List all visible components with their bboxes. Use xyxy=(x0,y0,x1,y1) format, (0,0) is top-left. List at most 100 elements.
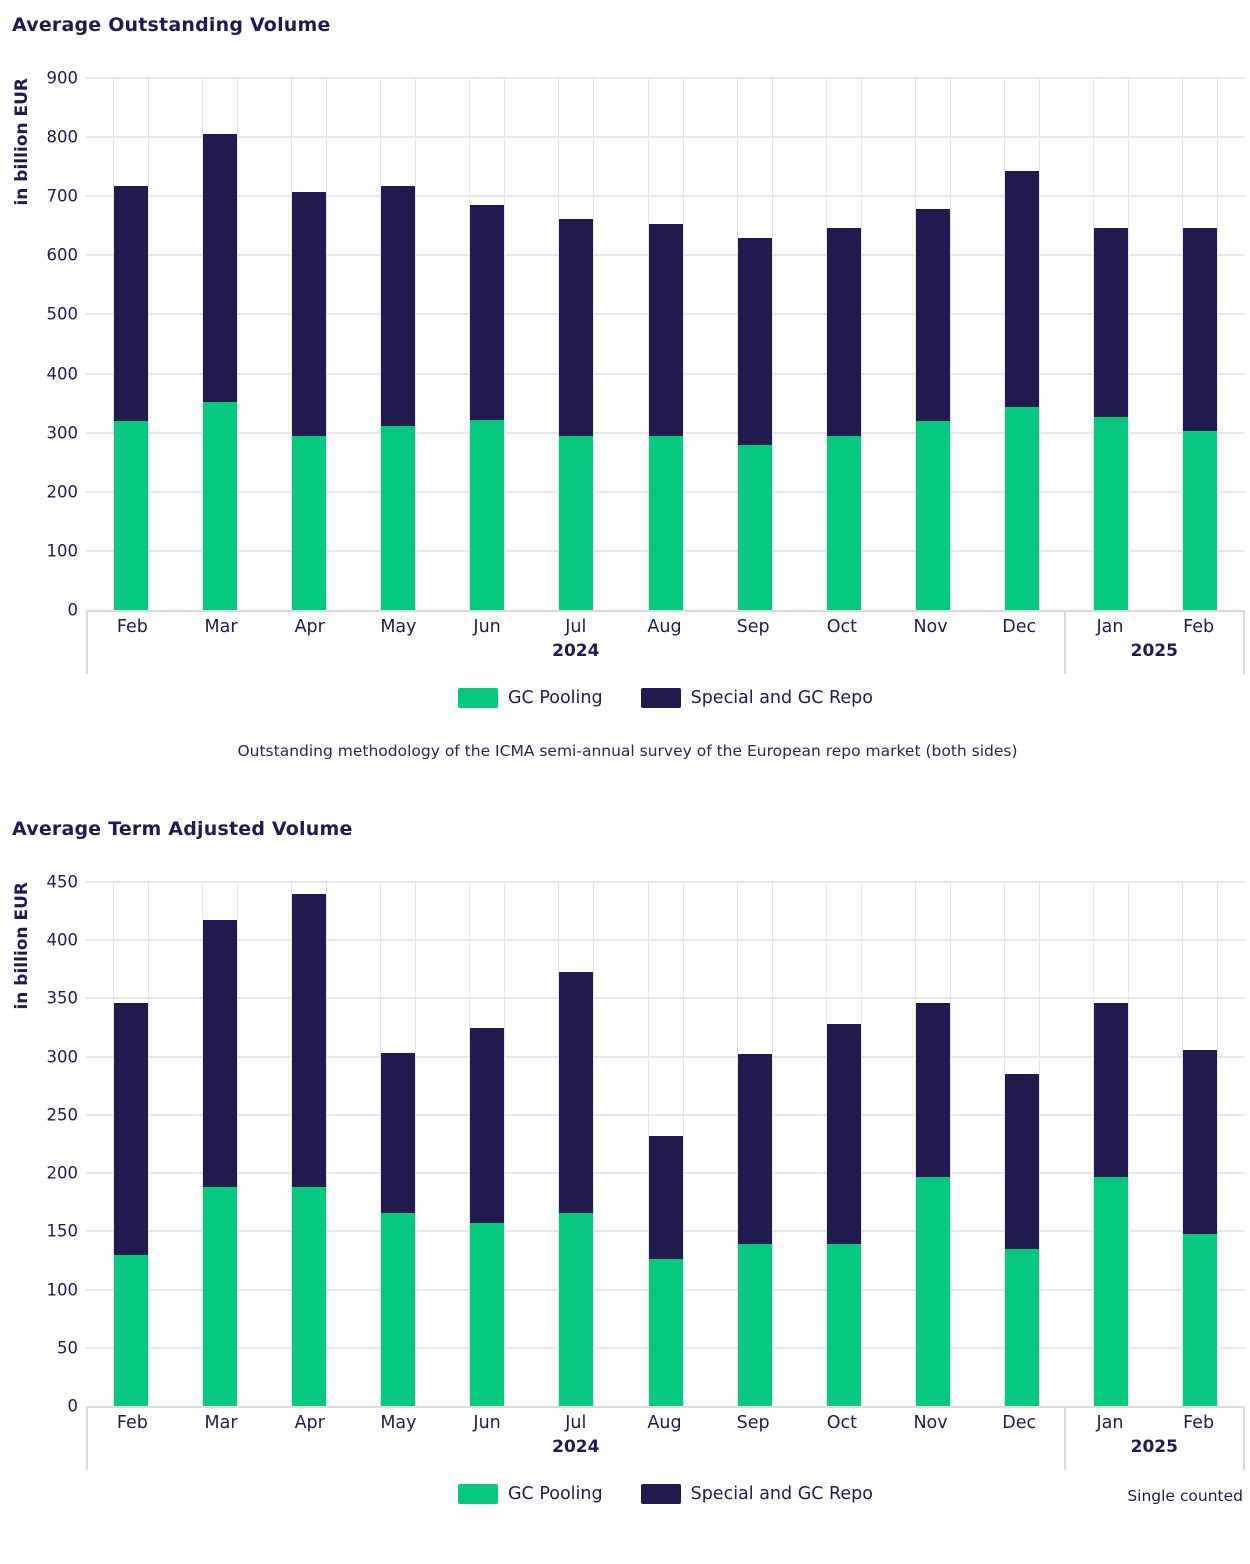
bar-segment-special-and-gc-repo xyxy=(113,1003,148,1255)
bar-column-dec-10 xyxy=(978,78,1067,610)
legend-swatch xyxy=(457,1484,498,1504)
stacked-bar xyxy=(202,882,237,1406)
gridline xyxy=(86,1055,1245,1058)
bar-column-sep-7 xyxy=(710,882,799,1406)
bar-segment-special-and-gc-repo xyxy=(1005,171,1040,408)
bar-segment-special-and-gc-repo xyxy=(381,1053,416,1213)
bar-segment-special-and-gc-repo xyxy=(470,1027,505,1224)
y-tick-label: 700 xyxy=(46,186,79,206)
y-tick-label: 300 xyxy=(46,423,79,443)
plot-area xyxy=(86,881,1245,1406)
stacked-bar xyxy=(1183,882,1218,1406)
plot-area xyxy=(86,77,1245,610)
bar-segment-gc-pooling xyxy=(113,1254,148,1406)
x-tick-label: Oct xyxy=(826,1413,857,1433)
bar-segment-gc-pooling xyxy=(381,1212,416,1406)
bar-column-nov-9 xyxy=(888,882,977,1406)
bars-container xyxy=(86,78,1245,610)
x-tick-label: Dec xyxy=(1002,617,1037,637)
bar-segment-gc-pooling xyxy=(737,445,772,610)
gridline xyxy=(86,881,1245,883)
bar-segment-gc-pooling xyxy=(470,1223,505,1406)
bar-column-feb-0 xyxy=(86,78,175,610)
stacked-bar xyxy=(202,78,237,610)
bar-column-sep-7 xyxy=(710,78,799,610)
bar-segment-special-and-gc-repo xyxy=(737,237,772,446)
legend-row: GC Pooling Special and GC Repo Single cou… xyxy=(10,1484,1245,1510)
year-label: 2025 xyxy=(1130,1437,1178,1457)
y-axis-label-column: in billion EUR xyxy=(10,78,40,610)
bar-segment-gc-pooling xyxy=(737,1244,772,1406)
outstanding-volume-chart: Average Outstanding Volume in billion EU… xyxy=(0,14,1250,760)
bar-segment-special-and-gc-repo xyxy=(202,920,237,1188)
chart-title: Average Outstanding Volume xyxy=(12,14,331,36)
bar-column-nov-9 xyxy=(888,78,977,610)
bar-segment-special-and-gc-repo xyxy=(291,191,326,436)
x-tick-label: Jun xyxy=(473,617,501,637)
bar-segment-special-and-gc-repo xyxy=(381,186,416,427)
bar-segment-gc-pooling xyxy=(648,436,683,610)
x-tick-label: Mar xyxy=(204,1413,238,1433)
year-group-2024: Feb Mar Apr May Jun Jul Aug Sep Oct Nov Dec 2024 xyxy=(86,1408,1064,1470)
stacked-bar xyxy=(737,78,772,610)
y-tick-label: 250 xyxy=(46,1105,79,1125)
bar-segment-gc-pooling xyxy=(291,435,326,610)
x-tick-label: Feb xyxy=(1183,617,1215,637)
stacked-bar xyxy=(113,78,148,610)
bar-segment-gc-pooling xyxy=(1005,407,1040,610)
gridline xyxy=(86,939,1245,942)
bar-column-mar-1 xyxy=(175,882,264,1406)
gridline xyxy=(86,1113,1245,1116)
y-tick-label: 900 xyxy=(46,68,79,88)
term-adjusted-volume-chart: Average Term Adjusted Volume in billion … xyxy=(0,818,1250,1510)
x-tick-label: Apr xyxy=(294,617,325,637)
stacked-bar xyxy=(1183,78,1218,610)
month-labels-row: Feb Mar Apr May Jun Jul Aug Sep Oct Nov Dec xyxy=(88,612,1064,637)
year-label: 2024 xyxy=(552,1437,600,1457)
y-tick-label: 200 xyxy=(46,482,79,502)
x-tick-label: Jan xyxy=(1096,1413,1124,1433)
bar-column-jan-11 xyxy=(1067,78,1156,610)
month-labels-row: Jan Feb xyxy=(1066,612,1243,637)
x-tick-label: Aug xyxy=(647,617,682,637)
x-tick-label: Oct xyxy=(826,617,857,637)
bar-segment-special-and-gc-repo xyxy=(1183,1049,1218,1234)
y-tick-label: 600 xyxy=(46,245,79,265)
stacked-bar xyxy=(470,882,505,1406)
y-tick-label: 400 xyxy=(46,364,79,384)
gridline xyxy=(86,997,1245,1000)
bar-segment-gc-pooling xyxy=(202,1187,237,1406)
bar-column-aug-6 xyxy=(621,882,710,1406)
y-tick-labels: 450 400 350 300 250 200 150 100 50 0 xyxy=(40,873,86,1416)
legend-label: Special and GC Repo xyxy=(690,1484,873,1504)
y-tick-label: 400 xyxy=(46,930,79,950)
gridline xyxy=(86,77,1245,79)
y-tick-label: 150 xyxy=(46,1221,79,1241)
x-tick-label: Sep xyxy=(736,1413,770,1433)
legend: GC Pooling Special and GC Repo xyxy=(86,688,1245,708)
year-group-2025: Jan Feb 2025 xyxy=(1063,1408,1245,1470)
stacked-bar xyxy=(559,78,594,610)
bar-segment-gc-pooling xyxy=(915,1176,950,1406)
bar-segment-special-and-gc-repo xyxy=(202,134,237,402)
bar-column-jul-5 xyxy=(532,882,621,1406)
bar-segment-special-and-gc-repo xyxy=(291,893,326,1188)
bar-segment-special-and-gc-repo xyxy=(113,186,148,421)
bar-segment-gc-pooling xyxy=(559,435,594,610)
stacked-bar xyxy=(826,78,861,610)
bar-column-dec-10 xyxy=(978,882,1067,1406)
x-tick-label: Mar xyxy=(204,617,238,637)
stacked-bar xyxy=(1094,882,1129,1406)
y-axis-label: in billion EUR xyxy=(12,882,32,1010)
legend-label: Special and GC Repo xyxy=(690,688,873,708)
x-tick-label: Nov xyxy=(913,1413,948,1433)
y-tick-labels: 900 800 700 600 500 400 300 200 100 0 xyxy=(40,69,86,620)
x-tick-label: Jun xyxy=(473,1413,501,1433)
y-axis-label: in billion EUR xyxy=(12,78,32,206)
stacked-bar xyxy=(737,882,772,1406)
stacked-bar xyxy=(113,882,148,1406)
bar-segment-gc-pooling xyxy=(559,1212,594,1406)
bar-segment-special-and-gc-repo xyxy=(1094,227,1129,417)
year-group-2024: Feb Mar Apr May Jun Jul Aug Sep Oct Nov Dec 2024 xyxy=(86,612,1064,674)
stacked-bar xyxy=(559,882,594,1406)
